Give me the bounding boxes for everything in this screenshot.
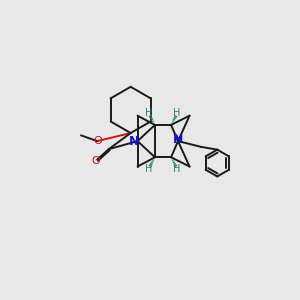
Text: H: H	[146, 108, 153, 118]
Text: N: N	[129, 135, 140, 148]
Text: N: N	[173, 134, 183, 146]
Text: O: O	[92, 156, 100, 167]
Text: O: O	[94, 136, 102, 146]
Text: H: H	[173, 108, 181, 118]
Text: H: H	[146, 164, 153, 174]
Text: H: H	[173, 164, 181, 174]
